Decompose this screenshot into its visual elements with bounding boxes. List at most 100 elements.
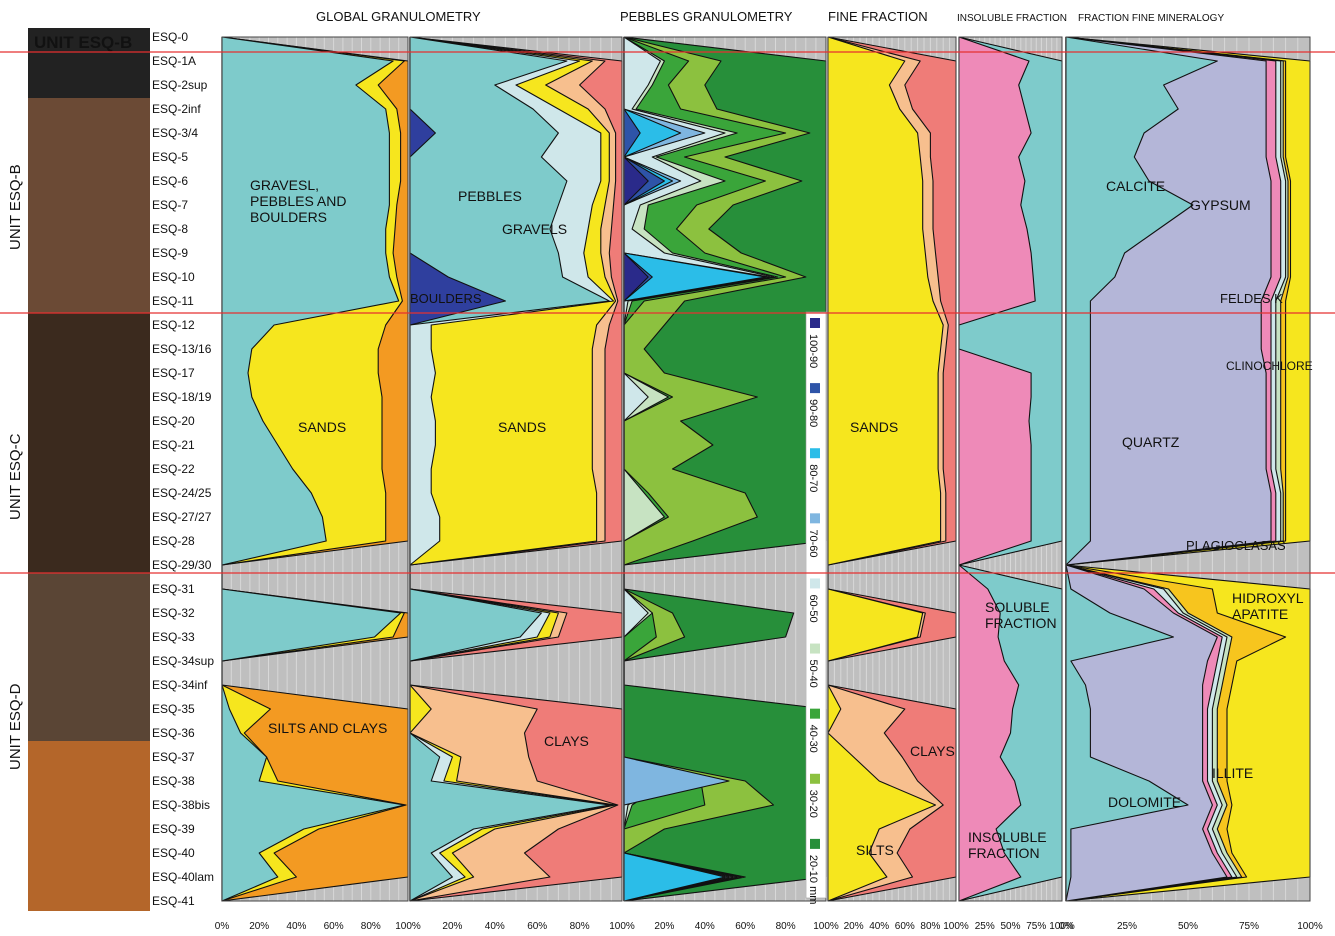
sample-label: ESQ-2sup [152,78,208,92]
sample-label: ESQ-24/25 [152,486,212,500]
area-label: CLAYS [910,743,955,759]
sample-label: ESQ-8 [152,222,188,236]
sample-label: ESQ-9 [152,246,188,260]
sample-label: ESQ-29/30 [152,558,212,572]
sample-label: ESQ-0 [152,30,188,44]
area-label: QUARTZ [1122,434,1180,450]
area-label: SILTS AND CLAYS [268,720,387,736]
area-label: DOLOMITE [1108,794,1181,810]
tick-label: 80% [570,921,590,932]
sample-label: ESQ-37 [152,750,195,764]
legend-swatch [810,773,820,784]
tick-label: 60% [895,921,915,932]
area-label: BOULDERS [410,291,482,306]
tick-label: 20% [654,921,674,932]
sample-label: ESQ-39 [152,822,195,836]
tick-label: 75% [1239,921,1259,932]
tick-label: 0% [215,921,230,932]
area-gravesl-pebbles-and-boulders [221,36,405,902]
tick-label: 100% [609,921,635,932]
photo-unit-d-upper [28,573,150,741]
area-label: PEBBLES [458,188,522,204]
tick-label: 40% [286,921,306,932]
panel-4 [958,36,1063,902]
panel-1 [409,36,623,902]
title-global-granulometry: GLOBAL GRANULOMETRY [316,9,481,24]
title-pebbles-granulometry: PEBBLES GRANULOMETRY [620,9,793,24]
sample-label: ESQ-41 [152,894,195,908]
title-fraction-fine-mineralogy: FRACTION FINE MINERALOGY [1078,13,1224,24]
area-label: SANDS [498,419,546,435]
legend-label: 80-70 [807,464,819,492]
sample-label: ESQ-27/27 [152,510,212,524]
area-label: CALCITE [1106,178,1165,194]
legend-label: 70-60 [807,529,819,557]
tick-label: 40% [869,921,889,932]
panel-2 [623,36,827,902]
sample-label: ESQ-38bis [152,798,210,812]
chart-panels [221,36,1311,902]
photo-header: UNIT ESQ-B [34,33,132,52]
sample-label: ESQ-13/16 [152,342,212,356]
legend-swatch [810,578,820,589]
tick-label: 50% [1178,921,1198,932]
area-label: GYPSUM [1190,197,1251,213]
panel-frame [958,36,1063,902]
legend-label: 60-50 [807,594,819,622]
sample-label: ESQ-40 [152,846,195,860]
legend-swatch [810,513,820,524]
tick-label: 20% [844,921,864,932]
sample-label: ESQ-34inf [152,678,208,692]
tick-label: 80% [920,921,940,932]
sample-label: ESQ-28 [152,534,195,548]
legend-box [805,311,827,899]
tick-label: 60% [735,921,755,932]
tick-label: 60% [324,921,344,932]
sample-label: ESQ-34sup [152,654,214,668]
title-insoluble-fraction: INSOLUBLE FRACTION [957,13,1067,24]
tick-label: 50% [1000,921,1020,932]
area-label: PLAGIOCLASAS [1186,538,1286,553]
area-label: INSOLUBLE FRACTION [968,829,1047,861]
sample-label: ESQ-10 [152,270,195,284]
legend-swatch [810,838,820,849]
sample-label: ESQ-3/4 [152,126,198,140]
area-label: FELDES K [1220,291,1283,306]
sample-label: ESQ-31 [152,582,195,596]
area-insoluble-fraction [958,36,1036,902]
unit-label-b: UNIT ESQ-B [7,164,24,250]
sample-label: ESQ-40lam [152,870,214,884]
legend-swatch [810,383,820,394]
sample-label: ESQ-21 [152,438,195,452]
photo-unit-b-top [28,28,150,98]
area-label: HIDROXYL APATITE [1232,590,1304,622]
legend-label: 30-20 [807,790,819,818]
panel-frame [827,36,957,902]
sample-label: ESQ-18/19 [152,390,212,404]
tick-label: 0% [1059,921,1074,932]
sample-label: ESQ-17 [152,366,195,380]
stratigraphic-photo: UNIT ESQ-B [28,28,150,911]
area-label: GRAVESL, PEBBLES AND BOULDERS [250,177,347,225]
size-legend: 100-90 90-80 80-70 70-60 60-50 50-40 40-30 30-2… [805,311,827,905]
tick-label: 100% [1049,921,1075,932]
area-label: GRAVELS [502,221,567,237]
sample-label: ESQ-2inf [152,102,201,116]
sample-label: ESQ-32 [152,606,195,620]
sample-label: ESQ-11 [152,294,194,308]
area-label: SILTS [856,842,894,858]
tick-label: 100% [813,921,839,932]
tick-label: 25% [975,921,995,932]
area-label: SANDS [850,419,898,435]
legend-label: 100-90 [807,334,819,368]
sample-label: ESQ-1A [152,54,196,68]
tick-label: 75% [1026,921,1046,932]
sample-label: ESQ-22 [152,462,195,476]
area-sands [827,36,944,902]
sample-label: ESQ-38 [152,774,195,788]
sample-label: ESQ-33 [152,630,195,644]
tick-label: 25% [1117,921,1137,932]
tick-label: 20% [442,921,462,932]
legend-label: 20-10 mm [807,855,819,905]
area-label: CLAYS [544,733,589,749]
